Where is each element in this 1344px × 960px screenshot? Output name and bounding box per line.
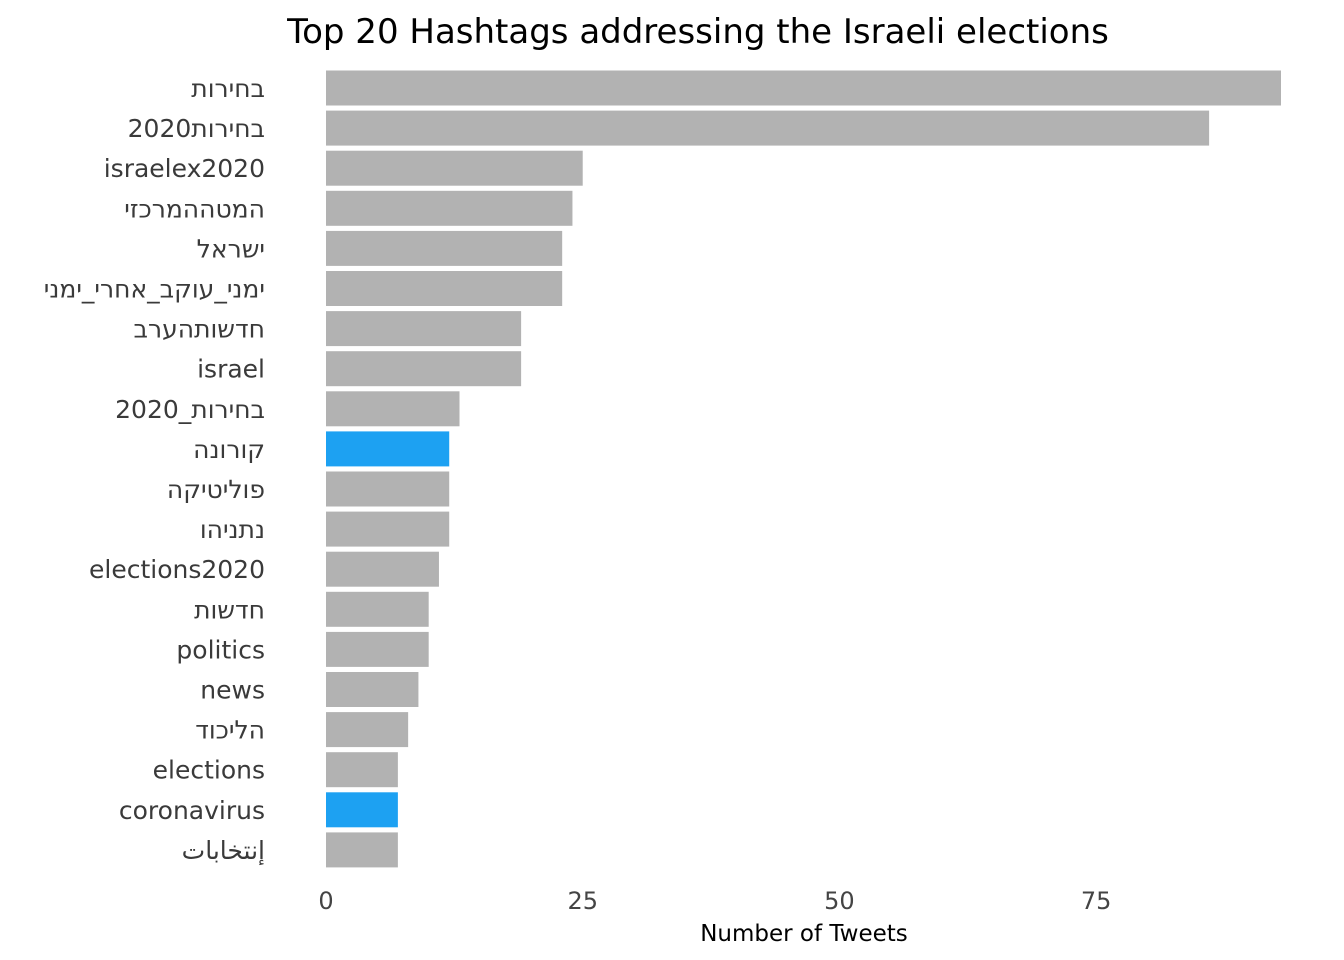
bar-14 [326,631,429,667]
bar-17 [326,752,398,788]
bar-6 [326,311,522,347]
category-label-19: إنتخابات [182,836,265,866]
category-label-16: הליכוד [195,716,265,745]
category-label-11: נתניהו [200,515,265,544]
category-label-15: news [200,676,265,705]
bar-3 [326,190,573,226]
category-label-5: ימני_עוקב_אחרי_ימני [44,275,265,304]
category-label-9: קורונה [193,435,265,464]
x-tick-label-1: 25 [567,887,598,915]
category-label-14: politics [176,635,265,664]
bar-2 [326,150,583,186]
bar-16 [326,712,409,748]
chart-title: Top 20 Hashtags addressing the Israeli e… [286,12,1109,52]
x-tick-label-2: 50 [824,887,855,915]
bar-15 [326,672,419,707]
x-axis-title: Number of Tweets [700,921,908,947]
bar-7 [326,351,522,387]
category-label-1: בחירות2020 [128,114,265,143]
category-label-6: חדשותהערב [134,315,265,344]
category-labels-group: בחירות בחירות2020 israelex2020 המטההמרכזי יש… [44,74,265,866]
bars-group [326,70,1281,868]
bar-4 [326,230,563,266]
bar-19 [326,832,398,868]
category-label-10: פוליטיקה [167,475,265,504]
bar-0 [326,70,1281,106]
bar-1 [326,110,1210,146]
category-label-13: חדשות [194,595,265,624]
category-label-18: coronavirus [119,796,265,825]
bar-9 [326,431,450,467]
category-label-12: elections2020 [89,555,265,584]
x-axis-ticks-group: 0 25 50 75 [318,887,1111,915]
category-label-7: israel [197,355,265,384]
category-label-0: בחירות [191,74,265,103]
bar-12 [326,551,439,587]
bar-5 [326,271,563,306]
bar-13 [326,591,429,627]
category-label-2: israelex2020 [104,154,265,183]
category-label-8: בחירות_2020 [115,395,265,424]
x-tick-label-0: 0 [318,887,333,915]
bar-10 [326,471,450,507]
category-label-4: ישראל [197,234,265,263]
category-label-17: elections [153,756,265,785]
category-label-3: המטההמרכזי [124,194,265,223]
x-tick-label-3: 75 [1081,887,1112,915]
bar-18 [326,792,398,828]
bar-8 [326,391,460,427]
bar-11 [326,511,450,547]
